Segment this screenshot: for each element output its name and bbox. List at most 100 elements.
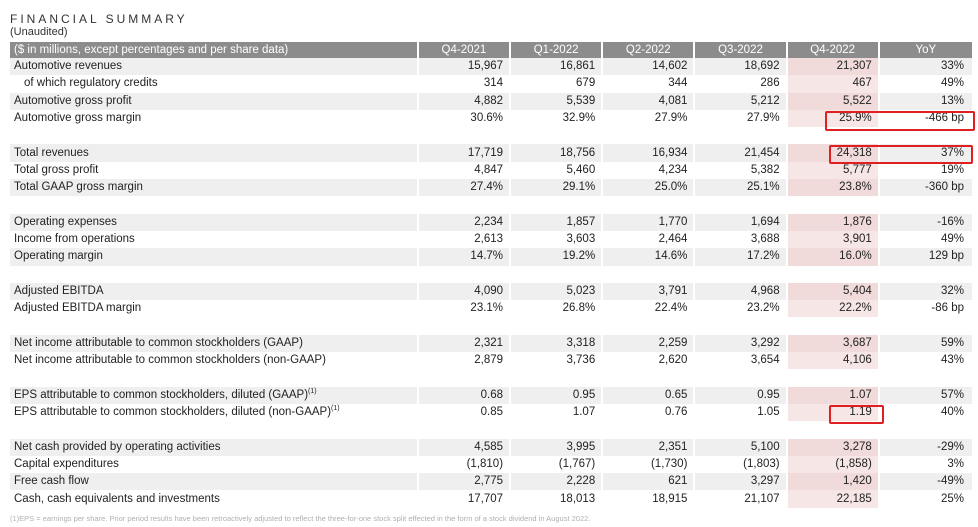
row-label-text: Cash, cash equivalents and investments bbox=[14, 492, 220, 505]
row-label: Cash, cash equivalents and investments bbox=[10, 490, 419, 508]
spacer-cell bbox=[695, 265, 788, 283]
column-header: Q3-2022 bbox=[695, 42, 788, 58]
value-cell: 1.05 bbox=[695, 403, 788, 422]
value-cell: 19.2% bbox=[511, 248, 604, 266]
value-cell: 27.9% bbox=[603, 109, 696, 128]
spacer-row bbox=[10, 421, 972, 439]
spacer-cell bbox=[879, 317, 972, 335]
spacer-cell bbox=[787, 369, 880, 387]
value-cell: 15,967 bbox=[418, 58, 512, 76]
table-row: Net income attributable to common stockh… bbox=[10, 352, 972, 370]
spacer-row bbox=[10, 127, 972, 145]
spacer-cell bbox=[695, 317, 788, 335]
table-row: Adjusted EBITDA margin 23.1% 26.8% 22.4% 23.… bbox=[10, 300, 972, 318]
yoy-cell: 49% bbox=[940, 233, 964, 246]
row-label-text: EPS attributable to common stockholders,… bbox=[14, 406, 332, 419]
table-row: EPS attributable to common stockholders,… bbox=[10, 403, 972, 422]
value-cell: 3,297 bbox=[695, 473, 788, 491]
value-cell: 0.68 bbox=[418, 386, 512, 404]
value-cell: 3,654 bbox=[695, 352, 788, 370]
yoy-cell: 25% bbox=[940, 492, 964, 505]
yoy-cell: 19% bbox=[940, 163, 964, 176]
row-label: Income from operations bbox=[10, 230, 419, 249]
spacer-cell bbox=[603, 369, 696, 387]
spacer-cell bbox=[695, 369, 788, 387]
value-cell: 2,620 bbox=[603, 352, 696, 370]
spacer-cell bbox=[879, 127, 972, 145]
row-label: Adjusted EBITDA bbox=[10, 282, 419, 301]
spacer-row bbox=[10, 265, 972, 283]
spacer-cell bbox=[10, 196, 419, 214]
value-cell: 16,861 bbox=[511, 58, 604, 76]
row-label-text: Net income attributable to common stockh… bbox=[14, 354, 326, 367]
spacer-row bbox=[10, 317, 972, 335]
row-label-text: Income from operations bbox=[14, 233, 135, 246]
value-cell: 3,278 bbox=[787, 438, 880, 456]
table-row: Automotive revenues 15,967 16,861 14,602 18,… bbox=[10, 58, 972, 76]
footnote-marker: (1) bbox=[331, 405, 340, 413]
value-cell: 17,707 bbox=[419, 490, 512, 508]
value-cell: 5,023 bbox=[511, 282, 604, 301]
spacer-cell bbox=[695, 421, 788, 439]
yoy-cell: 13% bbox=[879, 92, 972, 110]
value-cell: 23.1% bbox=[419, 300, 512, 318]
row-label-text: Automotive gross margin bbox=[14, 112, 142, 125]
value-cell: 1,857 bbox=[511, 213, 604, 231]
value-cell: 5,460 bbox=[511, 161, 604, 180]
spacer-cell bbox=[511, 265, 604, 283]
spacer-cell bbox=[787, 317, 880, 335]
row-label: Total gross profit bbox=[10, 161, 419, 180]
value-cell: 5,404 bbox=[787, 282, 880, 301]
spacer-cell bbox=[418, 421, 512, 439]
value-cell: 1.19 bbox=[787, 403, 880, 422]
value-cell: 621 bbox=[603, 473, 696, 491]
value-cell: 5,522 bbox=[787, 92, 880, 110]
spacer-cell bbox=[695, 196, 788, 214]
value-cell: 14.7% bbox=[418, 248, 512, 266]
row-label-text: Automotive revenues bbox=[14, 60, 123, 73]
value-cell: 3,292 bbox=[695, 334, 788, 353]
value-cell: 0.76 bbox=[603, 403, 696, 422]
value-cell: 18,756 bbox=[511, 144, 604, 162]
spacer-cell bbox=[418, 265, 512, 283]
row-label: EPS attributable to common stockholders,… bbox=[10, 386, 419, 404]
column-header: YoY bbox=[879, 42, 972, 58]
table-row: Cash, cash equivalents and investments 17… bbox=[10, 490, 972, 508]
row-label-text: EPS attributable to common stockholders,… bbox=[14, 388, 309, 401]
row-label-text: Capital expenditures bbox=[14, 457, 119, 470]
value-cell: 3,603 bbox=[511, 230, 604, 249]
value-cell: 1,770 bbox=[603, 213, 696, 231]
spacer-cell bbox=[511, 196, 604, 214]
row-label-text: Free cash flow bbox=[14, 475, 89, 488]
yoy-cell: 40% bbox=[940, 406, 964, 419]
value-cell: 24,318 bbox=[787, 144, 880, 162]
table-row: Net cash provided by operating activitie… bbox=[10, 438, 972, 456]
value-cell: 22.4% bbox=[603, 300, 696, 318]
row-label: Total GAAP gross margin bbox=[10, 179, 419, 197]
row-label: Automotive revenues bbox=[10, 58, 419, 76]
row-label-text: Total gross profit bbox=[14, 163, 99, 176]
table-row: Operating margin 14.7% 19.2% 14.6% 17.2% 16.0… bbox=[10, 248, 972, 266]
value-cell: 3,687 bbox=[787, 334, 880, 353]
yoy-cell: 57% bbox=[879, 386, 972, 404]
value-cell: 2,464 bbox=[603, 230, 696, 249]
value-cell: 17,719 bbox=[418, 144, 512, 162]
spacer-cell bbox=[418, 127, 512, 145]
spacer-cell bbox=[787, 265, 880, 283]
value-cell: 29.1% bbox=[511, 179, 604, 197]
value-cell: 4,882 bbox=[418, 92, 512, 110]
value-cell: 3,791 bbox=[603, 282, 696, 301]
value-cell: 18,692 bbox=[695, 58, 788, 76]
row-label: of which regulatory credits bbox=[10, 75, 419, 93]
table-row: EPS attributable to common stockholders,… bbox=[10, 386, 972, 404]
value-cell: 16.0% bbox=[787, 248, 880, 266]
spacer-cell bbox=[10, 369, 419, 387]
value-cell: 4,106 bbox=[787, 352, 880, 370]
value-cell: 3,688 bbox=[695, 230, 788, 249]
spacer-cell bbox=[603, 317, 696, 335]
spacer-cell bbox=[418, 196, 512, 214]
value-cell: 4,090 bbox=[418, 282, 512, 301]
row-label-text: of which regulatory credits bbox=[24, 77, 158, 90]
yoy-cell: 32% bbox=[879, 282, 972, 301]
value-cell: (1,810) bbox=[419, 455, 512, 474]
